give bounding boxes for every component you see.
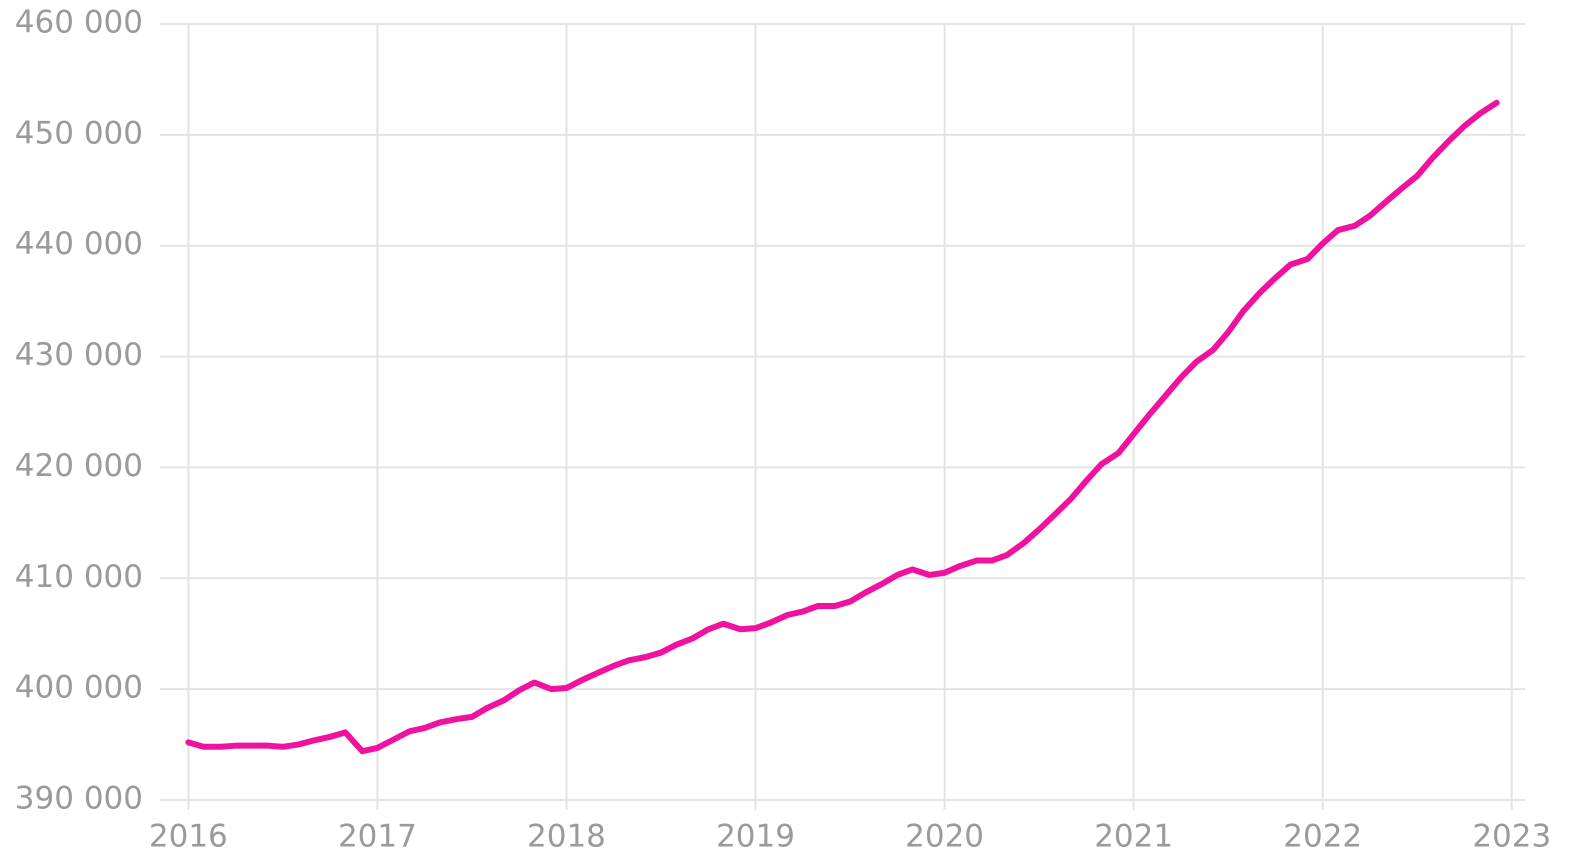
data-line — [185, 99, 1500, 755]
x-tick-label: 2016 — [149, 819, 228, 855]
y-tick-label: 410 000 — [15, 559, 143, 595]
x-tick-label: 2018 — [527, 819, 606, 855]
y-tick-label: 450 000 — [15, 115, 143, 151]
x-tick-label: 2020 — [905, 819, 984, 855]
x-tick-label: 2017 — [338, 819, 417, 855]
x-tick-label: 2023 — [1472, 819, 1551, 855]
y-tick-label: 400 000 — [15, 670, 143, 706]
y-tick-label: 440 000 — [15, 226, 143, 262]
x-tick-label: 2022 — [1283, 819, 1362, 855]
y-tick-label: 420 000 — [15, 448, 143, 484]
x-tick-label: 2021 — [1094, 819, 1173, 855]
x-tick-label: 2019 — [716, 819, 795, 855]
y-tick-label: 460 000 — [15, 5, 143, 41]
y-tick-label: 430 000 — [15, 337, 143, 373]
y-tick-label: 390 000 — [15, 781, 143, 817]
